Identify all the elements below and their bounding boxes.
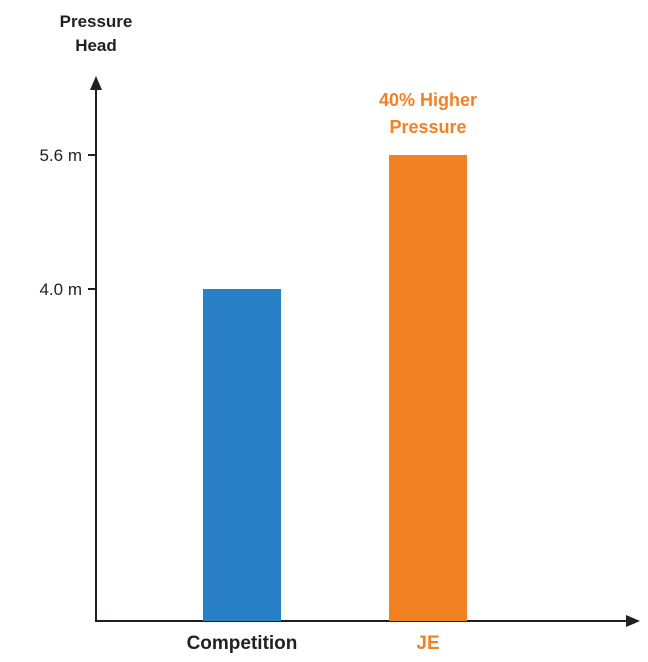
labels: Pressure Head 4.0 m 5.6 m Competition JE 40% H…: [39, 12, 477, 654]
y-tick-label: 4.0 m: [39, 280, 82, 299]
y-axis-title-line: Head: [75, 36, 117, 55]
y-axis-title-line: Pressure: [60, 12, 133, 31]
bar-je: [389, 155, 467, 621]
bar-competition: [203, 289, 281, 621]
axes: [88, 76, 640, 627]
y-axis-arrowhead-icon: [90, 76, 102, 90]
bars: [203, 155, 467, 621]
y-tick-label: 5.6 m: [39, 146, 82, 165]
y-axis-title: Pressure Head: [60, 12, 133, 55]
bar-annotation-line: Pressure: [389, 117, 466, 137]
x-category-label: Competition: [187, 633, 298, 654]
bar-annotation-line: 40% Higher: [379, 90, 477, 110]
x-axis-arrowhead-icon: [626, 615, 640, 627]
bar-annotation: 40% Higher Pressure: [379, 90, 477, 137]
x-category-label: JE: [416, 633, 439, 654]
